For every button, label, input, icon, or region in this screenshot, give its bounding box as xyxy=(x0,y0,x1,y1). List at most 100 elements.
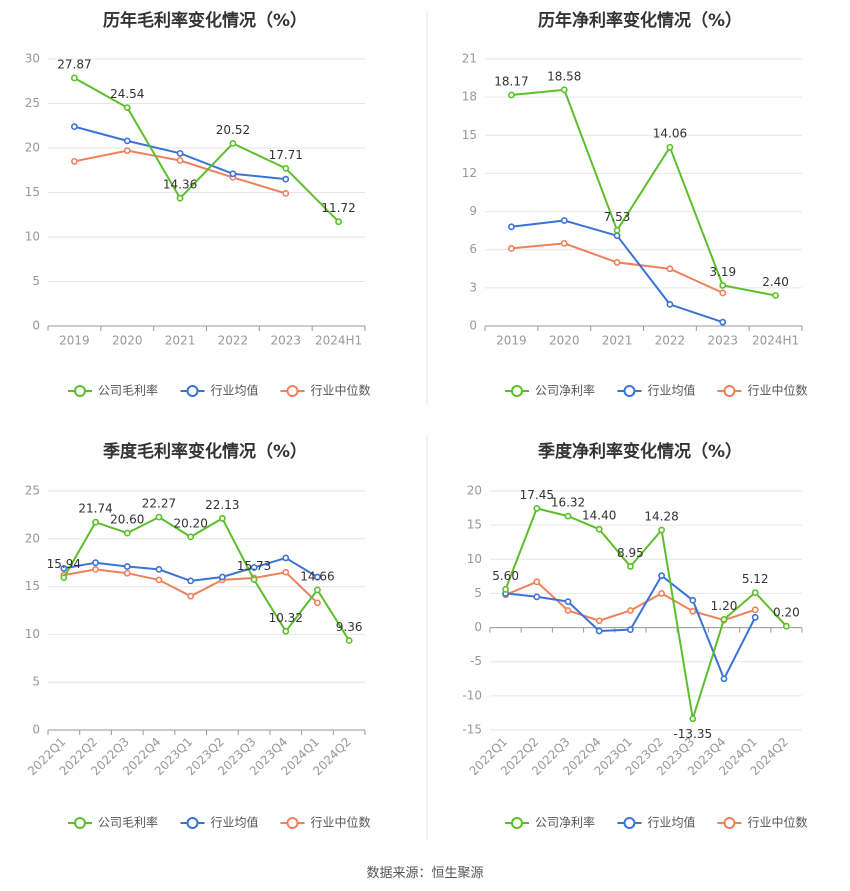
legend-label: 公司净利率 xyxy=(535,383,595,398)
legend-label: 行业均值 xyxy=(648,383,696,398)
legend-item-industry_avg: 行业均值 xyxy=(180,815,259,830)
data-label: 22.13 xyxy=(205,498,239,512)
data-point-company xyxy=(282,164,290,172)
data-point-industry_avg xyxy=(123,137,131,145)
data-point-industry_median xyxy=(533,578,541,586)
data-point-industry_avg xyxy=(282,175,290,183)
y-tick-label: 0 xyxy=(469,319,477,333)
data-point-industry_avg xyxy=(187,577,195,585)
data-label: 5.12 xyxy=(742,572,769,586)
data-point-industry_median xyxy=(282,568,290,576)
y-tick-label: 25 xyxy=(25,484,40,498)
data-point-company xyxy=(250,576,258,584)
y-tick-label: 3 xyxy=(469,280,477,294)
legend-swatch-marker xyxy=(511,385,523,397)
y-tick-label: 15 xyxy=(25,185,40,199)
data-label: 14.06 xyxy=(653,127,687,141)
y-tick-label: -5 xyxy=(470,654,482,668)
x-tick-label: 2022 xyxy=(655,334,686,348)
data-point-company xyxy=(314,586,321,594)
chart-title: 历年净利率变化情况（%） xyxy=(538,10,742,31)
data-point-company xyxy=(666,143,674,151)
legend-item-company: 公司净利率 xyxy=(505,383,595,398)
data-point-industry_median xyxy=(176,157,184,164)
data-point-company xyxy=(595,525,603,533)
data-label: 15.94 xyxy=(47,557,81,571)
data-point-industry_avg xyxy=(123,563,131,570)
y-tick-label: 12 xyxy=(462,166,477,180)
y-tick-label: 5 xyxy=(32,675,40,689)
data-point-company xyxy=(123,104,131,111)
data-point-industry_avg xyxy=(720,675,728,683)
y-tick-label: 20 xyxy=(467,484,482,498)
data-point-industry_avg xyxy=(613,232,621,240)
data-point-company xyxy=(719,282,727,289)
data-point-industry_median xyxy=(719,289,727,297)
x-tick-label: 2019 xyxy=(59,334,90,348)
legend-label: 行业均值 xyxy=(211,815,259,830)
data-label: 14.40 xyxy=(582,509,616,523)
legend-label: 行业中位数 xyxy=(748,815,808,830)
data-point-industry_avg xyxy=(564,598,572,606)
data-point-industry_avg xyxy=(250,564,258,571)
data-point-industry_avg xyxy=(92,559,99,567)
y-tick-label: -15 xyxy=(462,723,482,737)
y-tick-label: -10 xyxy=(462,688,482,702)
data-label: 0.20 xyxy=(773,606,800,620)
chart-quarterly-net: 季度净利率变化情况（%）-15-10-5051015202022Q12022Q2… xyxy=(462,441,807,830)
y-tick-label: 6 xyxy=(469,242,477,256)
data-point-industry_avg xyxy=(218,573,226,581)
data-point-industry_median xyxy=(689,607,697,615)
data-label: 20.20 xyxy=(173,516,207,530)
data-label: 21.74 xyxy=(78,502,112,516)
data-label: 9.36 xyxy=(336,620,363,634)
data-point-company xyxy=(560,86,568,94)
data-label: 16.32 xyxy=(551,496,585,510)
series-line-company xyxy=(511,88,776,297)
data-point-company xyxy=(564,512,572,520)
data-point-industry_median xyxy=(123,569,131,577)
data-label: 1.20 xyxy=(711,599,738,613)
y-tick-label: 10 xyxy=(25,627,40,641)
data-label: 10.32 xyxy=(269,611,303,625)
x-tick-label: 2024H1 xyxy=(315,334,362,348)
data-point-industry_median xyxy=(613,259,621,266)
data-point-industry_median xyxy=(751,606,759,614)
data-label: 8.95 xyxy=(617,546,644,560)
legend-swatch-marker xyxy=(623,385,636,397)
data-label: 5.60 xyxy=(492,569,519,583)
data-label: 11.72 xyxy=(321,201,355,215)
data-point-company xyxy=(218,515,226,522)
data-point-industry_median xyxy=(155,576,163,584)
data-point-company xyxy=(772,292,779,299)
x-tick-label: 2023 xyxy=(707,334,738,348)
x-tick-label: 2024H1 xyxy=(752,334,799,348)
legend-swatch-marker xyxy=(723,385,736,397)
data-point-company xyxy=(229,139,237,147)
legend-swatch-marker xyxy=(186,385,199,397)
legend-label: 行业均值 xyxy=(648,815,696,830)
data-point-company xyxy=(689,715,697,723)
x-tick-label: 2019 xyxy=(496,334,527,348)
data-point-industry_avg xyxy=(176,149,184,157)
data-point-industry_avg xyxy=(666,300,674,308)
data-label: 20.52 xyxy=(216,123,250,137)
data-point-company xyxy=(720,615,728,623)
y-tick-label: 0 xyxy=(474,620,482,634)
legend-item-company: 公司毛利率 xyxy=(68,815,158,830)
data-point-industry_median xyxy=(123,147,131,155)
series-line-company xyxy=(504,507,788,719)
legend-item-company: 公司毛利率 xyxy=(68,383,158,398)
data-point-company xyxy=(783,622,790,630)
y-tick-label: 20 xyxy=(25,531,40,545)
legend-item-industry_median: 行业中位数 xyxy=(280,383,371,398)
legend-swatch-marker xyxy=(186,817,199,829)
legend-swatch-marker xyxy=(723,817,736,829)
chart-quarterly-gross: 季度毛利率变化情况（%）05101520252022Q12022Q22022Q3… xyxy=(25,441,371,830)
data-point-company xyxy=(627,563,634,570)
data-label: 17.71 xyxy=(269,148,303,162)
y-tick-label: 15 xyxy=(25,579,40,593)
data-label: 14.36 xyxy=(163,178,197,192)
data-point-company xyxy=(502,585,509,593)
